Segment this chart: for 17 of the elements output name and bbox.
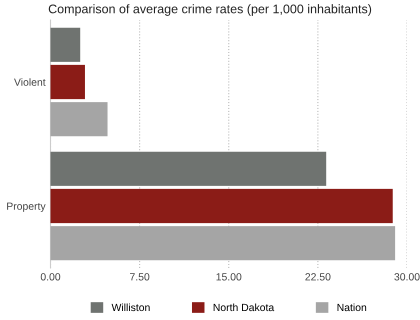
x-tick-label: 7.50 (130, 273, 150, 281)
bar (50, 28, 80, 62)
bar (50, 152, 326, 186)
chart-title: Comparison of average crime rates (per 1,000 inhabitants) (48, 4, 372, 16)
x-tick-label: 22.50 (305, 273, 330, 281)
y-tick-label: Property (7, 202, 46, 212)
legend-label: North Dakota (214, 303, 274, 312)
bar (50, 64, 85, 100)
bar (50, 226, 396, 260)
legend-label: Williston (112, 303, 150, 312)
y-tick-label: Violent (14, 78, 46, 86)
x-tick-label: 30.00 (394, 273, 420, 281)
legend-label: Nation (338, 303, 366, 312)
x-tick-label: 15.00 (216, 273, 242, 281)
x-tick-label: 0.00 (40, 273, 60, 281)
bar (50, 188, 393, 224)
bar (50, 102, 108, 136)
